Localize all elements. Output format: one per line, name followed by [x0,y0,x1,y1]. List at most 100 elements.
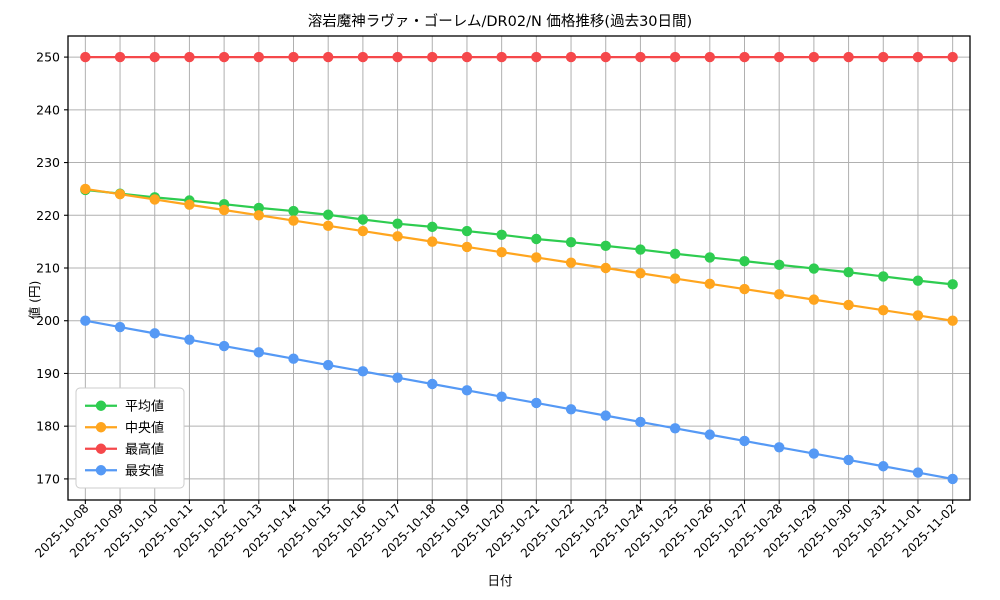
y-tick-label: 220 [36,208,60,223]
series-marker [704,252,716,263]
series-marker [912,467,924,478]
series-marker [739,283,750,295]
series-marker [427,51,438,63]
legend-box [75,387,185,489]
series-marker [565,404,577,415]
legend-marker [95,443,107,454]
series-marker [496,246,507,258]
series-marker [808,448,820,459]
y-tick-label: 210 [36,261,60,276]
series-marker [635,244,646,255]
series-marker [600,51,611,63]
series-marker [149,328,160,339]
series-marker [531,51,542,63]
series-marker [600,240,611,252]
grid-lines [68,36,970,500]
series-marker [427,236,438,247]
series-marker [184,334,195,345]
chart-title: 溶岩魔神ラヴァ・ゴーレム/DR02/N 価格推移(過去30日間) [307,14,693,30]
series-marker [322,220,334,232]
series-marker [114,188,126,200]
series-marker [773,442,785,453]
series-marker [80,315,91,326]
series-marker [912,310,924,321]
series-marker [114,321,126,333]
series-marker [322,209,334,220]
series-marker [322,51,334,63]
series-marker [357,225,369,237]
series-line [84,187,954,322]
series-marker [808,294,820,305]
series-marker [773,259,785,271]
series-marker [878,51,889,63]
series-marker [669,273,681,284]
y-tick-label: 190 [36,366,60,381]
series-marker [773,51,785,63]
y-tick-label: 240 [36,102,60,117]
series-marker [322,359,334,371]
series-marker [565,236,577,248]
series-marker [600,262,611,274]
series-marker [357,51,369,63]
y-tick-label: 200 [36,313,60,328]
series-marker [496,51,507,63]
legend-marker [95,400,107,411]
series-marker [218,204,230,216]
series-marker [947,473,958,485]
series-marker [184,51,195,63]
series-marker [843,299,854,311]
series-marker [392,218,403,229]
series-marker [80,51,91,63]
series-marker [80,183,91,195]
series-marker [427,378,438,390]
legend-label: 最高値 [125,441,164,457]
series-marker [600,410,611,421]
series-marker [392,372,403,383]
series-marker [669,51,681,63]
series-marker [531,233,542,245]
series-marker [461,225,473,237]
y-tick-label: 230 [36,155,60,170]
series-marker [461,241,473,253]
series-marker [253,347,265,358]
series-marker [565,257,577,268]
series-marker [253,51,265,63]
series-marker [947,279,958,290]
series-marker [704,429,716,440]
series-marker [808,263,820,274]
x-axis-label: 日付 [487,573,513,588]
series-marker [218,51,230,63]
series-marker [114,51,126,63]
series-marker [288,353,299,364]
series-marker [947,315,958,326]
series-marker [773,289,785,300]
y-tick-labels: 170 180 190 200 210 220 230 240 250 [36,50,60,487]
series-line [84,188,954,286]
series-marker [912,51,924,63]
series-marker [253,202,265,214]
series-marker [947,51,958,63]
series-marker [218,340,230,352]
legend-marker [95,422,107,433]
y-tick-label: 250 [36,50,60,65]
series-marker [288,215,299,226]
series-marker [635,268,646,279]
legend-label: 中央値 [125,420,164,436]
series-marker [565,51,577,63]
series-marker [357,214,369,225]
data-series-layer [80,51,958,485]
axis-ticks [64,56,954,504]
series-marker [669,248,681,259]
series-marker [496,391,507,402]
series-marker [149,194,160,205]
series-marker [878,461,889,472]
x-tick-labels: 2025-10-082025-10-092025-10-102025-10-11… [32,501,959,560]
series-marker [669,423,681,434]
series-marker [843,267,854,278]
y-tick-label: 170 [36,471,60,486]
series-marker [357,366,369,377]
series-marker [392,51,403,63]
